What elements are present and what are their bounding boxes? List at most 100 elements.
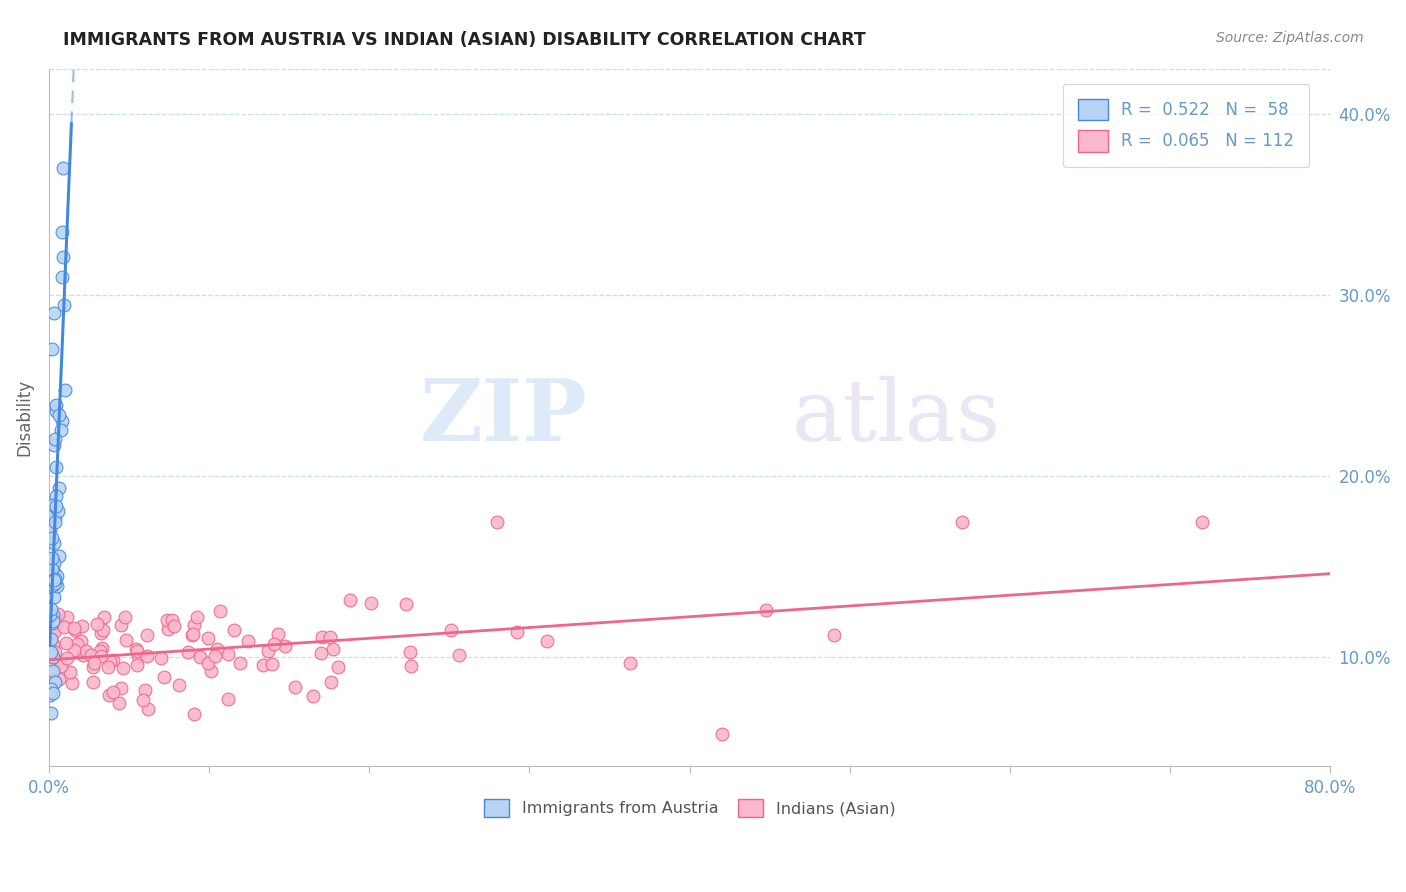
Point (90, 640, 112, 655)
Point (44, 619, 66, 633)
Point (183, 617, 205, 632)
Point (52, 250, 75, 264)
Point (42, 625, 65, 640)
Point (82, 660, 104, 674)
Point (39, 511, 62, 525)
Point (399, 645, 422, 659)
Point (188, 650, 211, 665)
Point (48, 549, 70, 563)
Point (45, 489, 67, 503)
Point (134, 682, 156, 697)
Point (41, 556, 63, 570)
Text: Source: ZipAtlas.com: Source: ZipAtlas.com (1216, 31, 1364, 45)
Point (127, 658, 149, 673)
Point (132, 692, 155, 706)
Point (125, 644, 148, 658)
Legend: Immigrants from Austria, Indians (Asian): Immigrants from Austria, Indians (Asian) (475, 791, 904, 824)
Point (44, 573, 66, 587)
Point (101, 685, 124, 699)
Point (136, 648, 159, 663)
Point (395, 598, 418, 612)
Point (91, 623, 114, 637)
Point (399, 659, 422, 673)
Point (309, 646, 332, 660)
Y-axis label: Disability: Disability (15, 379, 32, 456)
Point (52, 298, 75, 312)
Point (204, 648, 226, 663)
Point (56, 610, 79, 624)
Point (42, 637, 65, 651)
Point (205, 642, 228, 657)
Point (42, 664, 65, 678)
Point (49, 659, 72, 673)
Point (80, 648, 103, 662)
Point (200, 664, 222, 678)
Point (48, 408, 70, 422)
Point (42, 685, 65, 699)
Point (160, 613, 183, 627)
Point (149, 650, 172, 665)
Point (39, 645, 62, 659)
Point (48, 655, 70, 669)
Point (44, 572, 66, 586)
Point (86, 616, 108, 631)
Point (48, 481, 70, 495)
Point (60, 676, 83, 690)
Point (55, 651, 77, 665)
Point (44, 645, 66, 659)
Point (70, 634, 93, 648)
Point (183, 706, 205, 721)
Point (49, 423, 72, 437)
Point (45, 617, 67, 632)
Point (755, 603, 778, 617)
Point (229, 656, 252, 670)
Point (45, 568, 67, 582)
Point (53, 620, 76, 634)
Point (157, 623, 180, 637)
Point (39, 632, 62, 646)
Point (39, 689, 62, 703)
Point (41, 508, 63, 523)
Point (63, 643, 86, 657)
Point (39, 706, 62, 721)
Point (115, 632, 138, 647)
Point (177, 645, 200, 659)
Point (39, 682, 62, 697)
Point (90, 626, 112, 640)
Point (360, 596, 382, 610)
Point (51, 225, 73, 239)
Point (44, 565, 66, 579)
Point (75, 644, 97, 658)
Point (319, 675, 342, 690)
Point (319, 630, 342, 644)
Point (41, 343, 63, 357)
Point (267, 627, 290, 641)
Point (950, 515, 973, 529)
Point (110, 618, 132, 632)
Point (39, 661, 62, 675)
Point (98, 654, 121, 668)
Text: ZIP: ZIP (419, 376, 588, 459)
Point (45, 399, 67, 413)
Point (89, 644, 111, 658)
Point (63, 621, 86, 635)
Point (136, 628, 159, 642)
Point (322, 642, 344, 657)
Point (169, 678, 191, 692)
Point (181, 627, 204, 641)
Point (274, 639, 297, 653)
Point (39, 601, 62, 615)
Point (339, 593, 361, 607)
Point (53, 383, 76, 397)
Point (41, 552, 63, 566)
Point (197, 632, 219, 646)
Point (41, 551, 63, 566)
Point (111, 660, 134, 674)
Point (136, 702, 159, 716)
Point (41, 531, 63, 545)
Point (72, 619, 94, 633)
Point (256, 644, 278, 658)
Point (108, 696, 131, 710)
Point (238, 633, 260, 648)
Point (156, 613, 179, 627)
